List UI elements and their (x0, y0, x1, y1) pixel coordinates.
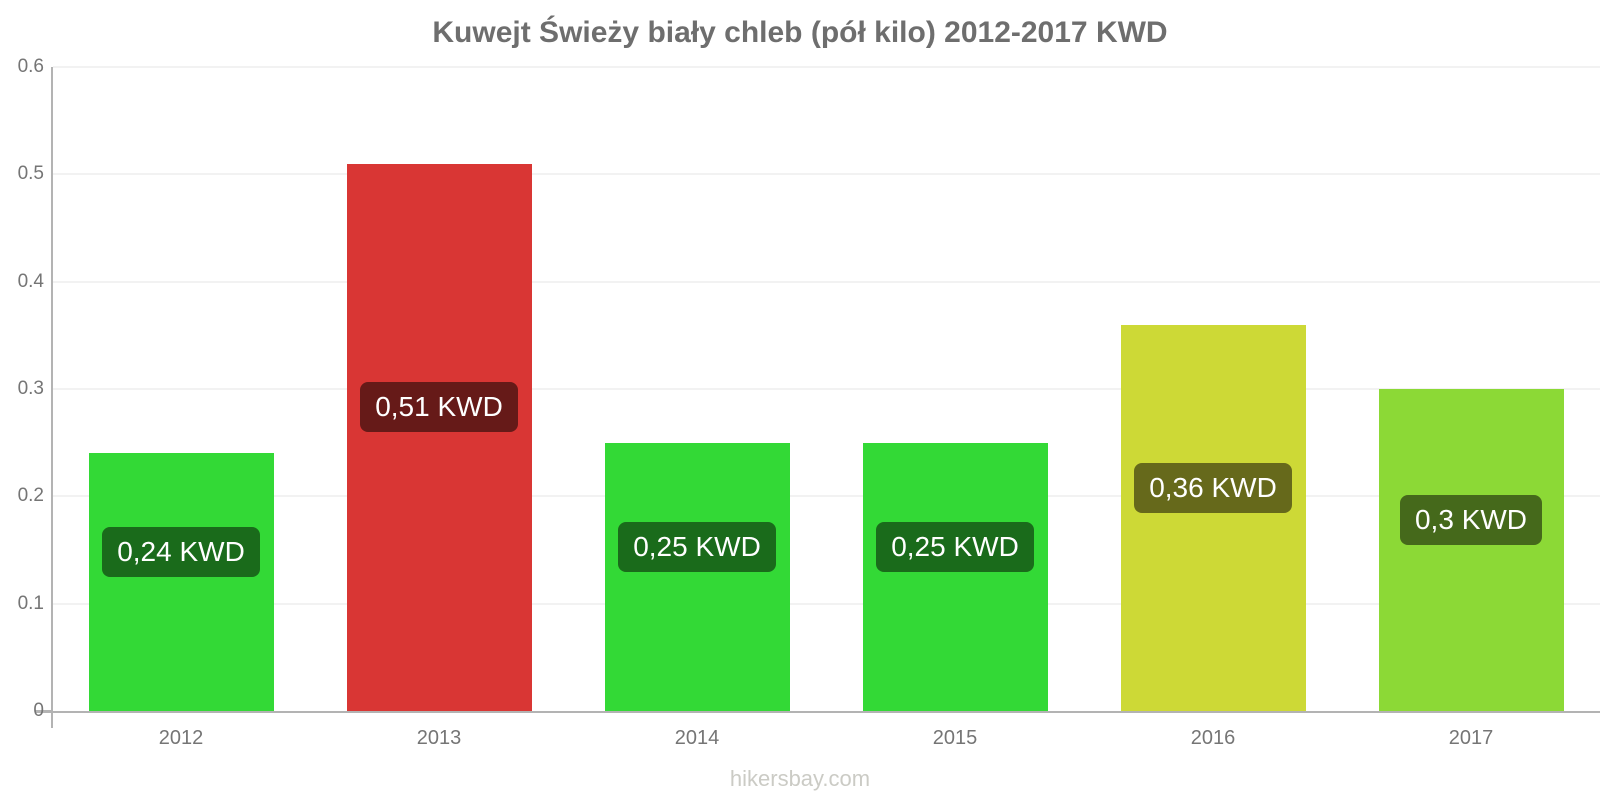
bar-2014 (604, 442, 790, 711)
bar-value-badge: 0,36 KWD (1134, 462, 1292, 513)
gridline (53, 388, 1600, 390)
y-axis-tick-label: 0.1 (17, 592, 44, 614)
gridline (53, 602, 1600, 605)
bar-2012 (88, 453, 274, 711)
bar-value-badge-wrap: 0,25 KWD (863, 521, 1048, 572)
x-axis-label-2017: 2017 (1448, 727, 1494, 749)
y-axis-zero-tick (35, 710, 52, 712)
gridline (53, 280, 1600, 283)
bar-value-badge-wrap: 0,24 KWD (89, 527, 274, 578)
y-axis-line (51, 67, 53, 728)
x-axis-label-2012: 2012 (158, 727, 204, 749)
y-axis-tick-label: 0.2 (17, 485, 44, 507)
bar-2015 (862, 442, 1048, 711)
y-axis-tick-label: 0.3 (17, 378, 44, 399)
bar-2016 (1120, 324, 1306, 711)
bar-value-badge-wrap: 0,25 KWD (605, 521, 790, 572)
chart-title: Kuwejt Świeży biały chleb (pół kilo) 201… (432, 16, 1168, 49)
bar-value-badge: 0,25 KWD (876, 521, 1034, 572)
bar-value-badge: 0,51 KWD (360, 382, 518, 433)
bar-2017 (1378, 389, 1564, 711)
gridline (53, 66, 1600, 68)
y-axis-tick-label: 0 (33, 700, 44, 721)
bar-value-badge: 0,24 KWD (102, 527, 260, 578)
bar-value-badge: 0,25 KWD (618, 521, 776, 572)
bar-value-badge-wrap: 0,51 KWD (347, 382, 532, 433)
y-axis-tick-label: 0.5 (17, 163, 44, 185)
y-axis-tick-label: 0.6 (17, 56, 44, 77)
bar-value-badge: 0,3 KWD (1399, 495, 1543, 545)
bar-2013 (346, 163, 532, 711)
gridline (53, 173, 1600, 176)
x-axis-label-2016: 2016 (1190, 727, 1236, 749)
y-axis-tick-label: 0.4 (17, 270, 44, 292)
watermark: hikersbay.com (729, 766, 871, 791)
bar-value-badge-wrap: 0,3 KWD (1379, 495, 1564, 545)
x-axis-label-2014: 2014 (674, 727, 720, 749)
x-axis-line (35, 711, 1600, 713)
gridline (53, 495, 1600, 498)
x-axis-label-2015: 2015 (932, 727, 978, 749)
bar-value-badge-wrap: 0,36 KWD (1121, 462, 1306, 513)
x-axis-label-2013: 2013 (416, 727, 462, 749)
